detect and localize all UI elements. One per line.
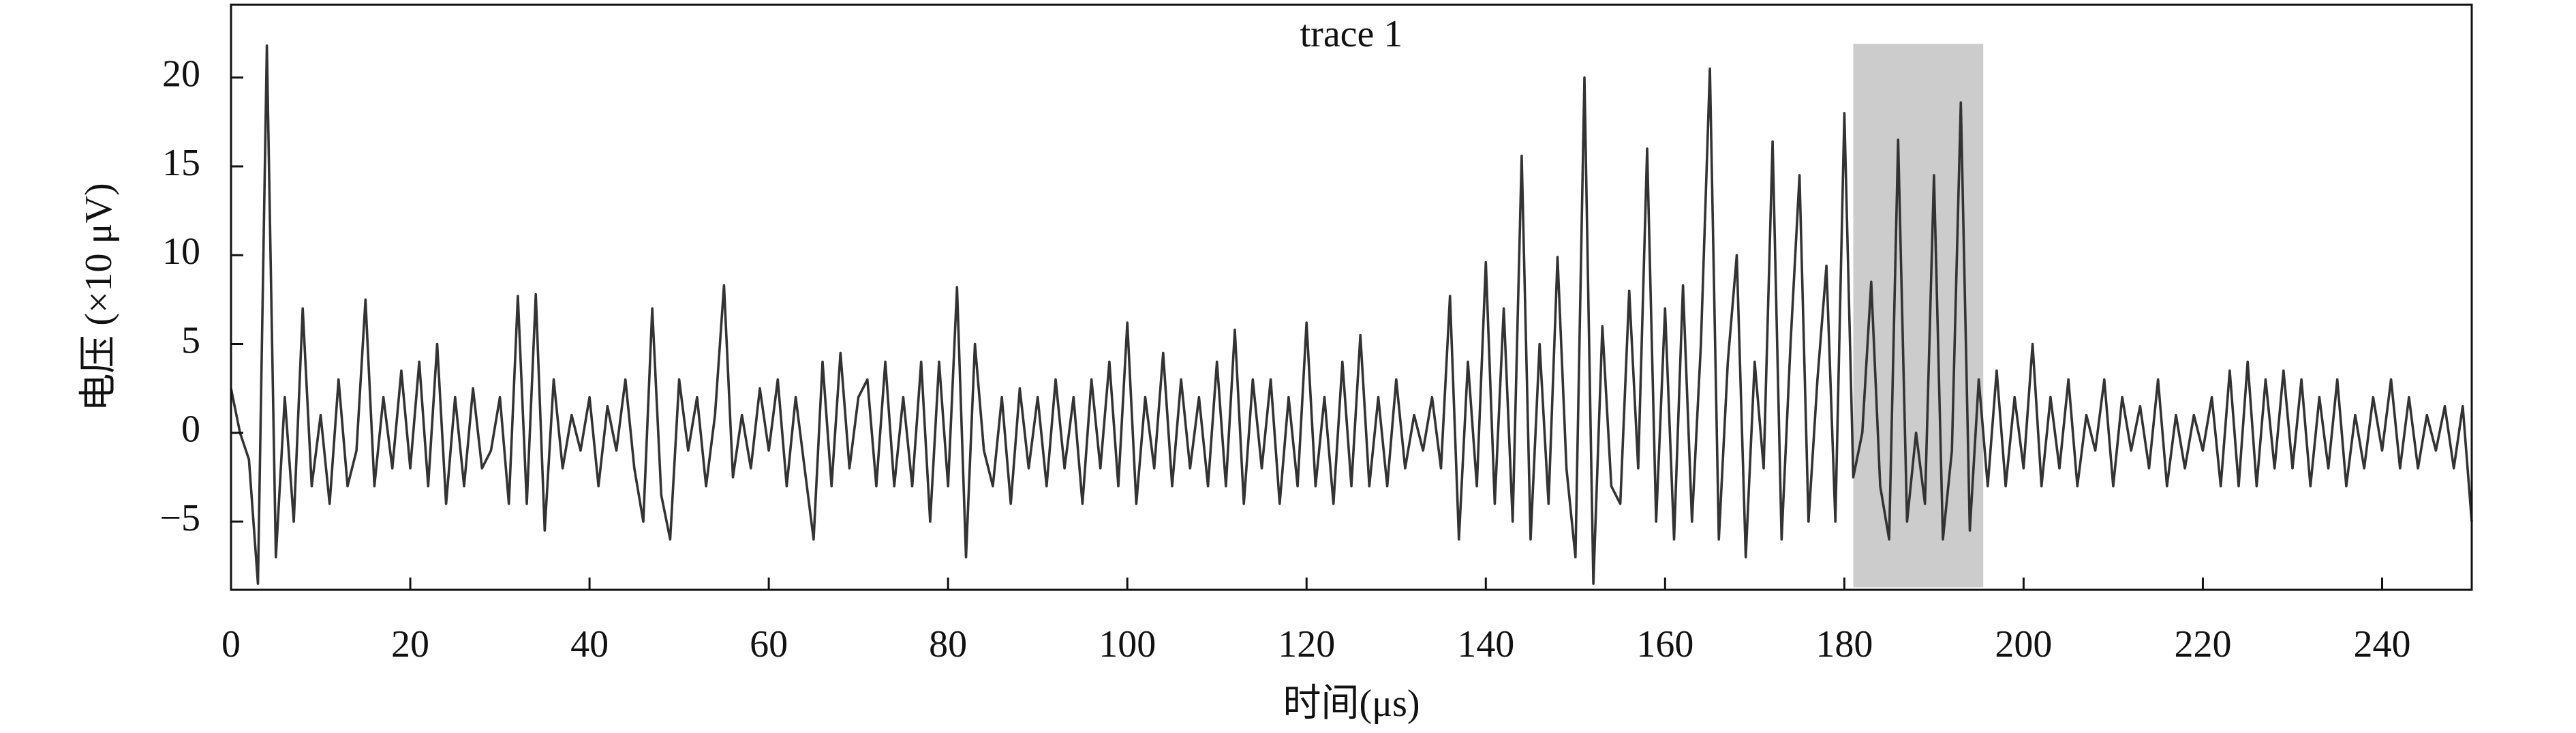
x-tick-label: 120 [1278, 623, 1335, 665]
x-tick-label: 0 [221, 623, 241, 665]
y-tick-label: 5 [181, 319, 200, 361]
y-axis-label: 电压 (×10 μV) [78, 183, 120, 411]
x-axis-label: 时间(μs) [1283, 683, 1420, 725]
x-tick-label: 240 [2353, 623, 2410, 665]
x-tick-label: 100 [1099, 623, 1156, 665]
plot-frame [230, 3, 2473, 591]
y-tick-label: −5 [159, 497, 200, 539]
y-tick-label: 10 [162, 230, 200, 273]
x-tick-label: 60 [750, 623, 788, 665]
y-tick-label: 0 [181, 408, 200, 451]
x-tick-label: 80 [929, 623, 967, 665]
x-tick-label: 40 [570, 623, 609, 665]
x-tick-label: 180 [1815, 623, 1873, 665]
trace-line [230, 44, 2473, 585]
x-tick-label: 160 [1636, 623, 1693, 665]
x-tick-label: 200 [1995, 623, 2052, 665]
x-tick-label: 20 [391, 623, 429, 665]
x-tick-label: 140 [1457, 623, 1514, 665]
x-tick-label: 220 [2174, 623, 2231, 665]
y-tick-label: 15 [162, 142, 200, 184]
y-tick-label: 20 [162, 53, 200, 95]
chart-title: trace 1 [1300, 13, 1403, 55]
